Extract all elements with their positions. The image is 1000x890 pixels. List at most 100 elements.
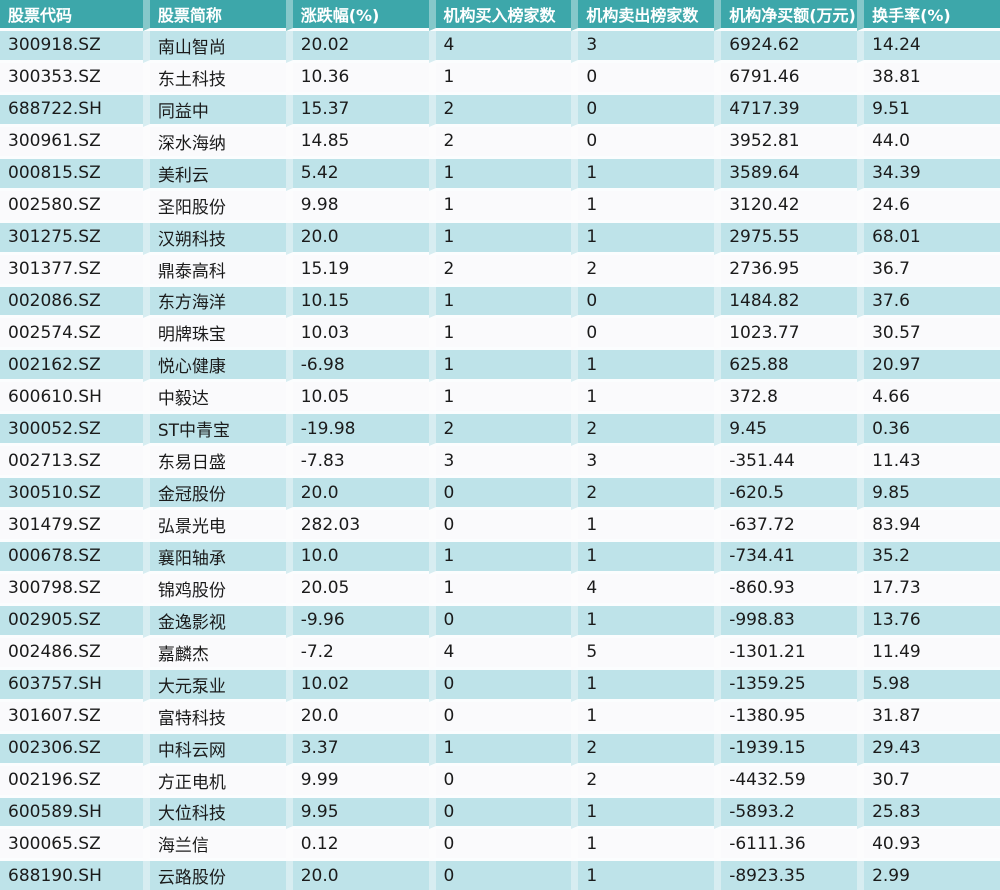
cell-sell-list-count: 1 xyxy=(571,222,715,255)
cell-stock-code: 688190.SH xyxy=(8,865,102,886)
cell-stock-name: 大元泵业 xyxy=(142,669,286,702)
cell-net-buy-amount: 4717.39 xyxy=(714,94,858,127)
cell-change-pct: 15.37 xyxy=(285,94,429,127)
cell-net-buy-amount: 3120.42 xyxy=(714,190,858,223)
cell-net-buy-amount: -998.83 xyxy=(714,605,858,638)
cell-buy-list-count: 2 xyxy=(428,414,572,447)
cell-sell-list-count: 2 xyxy=(571,765,715,798)
cell-turnover-rate: 29.43 xyxy=(857,733,1000,766)
cell-turnover-rate: 13.76 xyxy=(857,605,1000,638)
cell-buy-list-count: 1 xyxy=(428,286,572,319)
cell-buy-list-count: 1 xyxy=(428,382,572,415)
cell-turnover-rate: 0.36 xyxy=(857,414,1000,447)
cell-net-buy-amount: 625.88 xyxy=(714,350,858,383)
cell-turnover-rate: 31.87 xyxy=(857,701,1000,734)
cell-turnover-rate: 25.83 xyxy=(857,797,1000,830)
cell-buy-list-count: 0 xyxy=(428,605,572,638)
cell-buy-list-count: 0 xyxy=(428,829,572,862)
cell-buy-list-count: 1 xyxy=(428,733,572,766)
cell-sell-list-count: 3 xyxy=(571,446,715,479)
cell-turnover-rate: 36.7 xyxy=(857,254,1000,287)
cell-stock-code: 002574.SZ xyxy=(0,318,143,351)
cell-turnover-rate: 4.66 xyxy=(857,382,1000,415)
header-row: 股票代码 股票简称 涨跌幅(%) 机构买入榜家数 机构卖出榜家数 机构净买额(万… xyxy=(0,0,1000,31)
cell-stock-name: 汉朔科技 xyxy=(142,222,286,255)
table-row: 002574.SZ 明牌珠宝 10.03 1 0 1023.77 30.57 xyxy=(0,318,1000,351)
cell-net-buy-amount: 9.45 xyxy=(714,414,858,447)
cell-sell-list-count: 3 xyxy=(571,31,715,63)
cell-buy-list-count: 0 xyxy=(428,510,572,542)
cell-stock-code: 002580.SZ xyxy=(0,191,143,223)
cell-stock-code: 002086.SZ xyxy=(0,287,143,319)
cell-turnover-rate: 44.0 xyxy=(857,126,1000,159)
cell-stock-name: 金逸影视 xyxy=(142,605,286,638)
cell-stock-name: 明牌珠宝 xyxy=(142,318,286,351)
cell-stock-code: 688722.SH xyxy=(0,95,143,127)
cell-change-pct: 10.03 xyxy=(285,318,429,351)
cell-buy-list-count: 1 xyxy=(428,542,572,574)
table-row: 002162.SZ 悦心健康 -6.98 1 1 625.88 20.97 xyxy=(0,350,1000,383)
cell-change-pct: -7.83 xyxy=(285,446,429,479)
cell-stock-name: 东易日盛 xyxy=(142,446,286,479)
cell-change-pct: 9.95 xyxy=(285,797,429,830)
cell-stock-code: 300798.SZ xyxy=(0,574,143,606)
table-row: 300052.SZ ST中青宝 -19.98 2 2 9.45 0.36 xyxy=(0,414,1000,447)
cell-sell-list-count: 1 xyxy=(571,158,715,191)
table-row: 600589.SH 大位科技 9.95 0 1 -5893.2 25.83 xyxy=(0,797,1000,830)
cell-stock-name: 圣阳股份 xyxy=(142,190,286,223)
cell-buy-list-count: 0 xyxy=(428,797,572,830)
col-header-buy-list-count: 机构买入榜家数 xyxy=(428,0,572,31)
table-row: 002580.SZ 圣阳股份 9.98 1 1 3120.42 24.6 xyxy=(0,190,1000,223)
cell-net-buy-amount: -6111.36 xyxy=(714,829,858,862)
table-row: 301377.SZ 鼎泰高科 15.19 2 2 2736.95 36.7 xyxy=(0,254,1000,287)
cell-sell-list-count: 0 xyxy=(571,62,715,95)
cell-buy-list-count: 1 xyxy=(428,318,572,351)
cell-stock-code: 002162.SZ xyxy=(0,350,143,383)
cell-stock-code: 600589.SH xyxy=(0,798,143,830)
cell-buy-list-count: 3 xyxy=(428,446,572,479)
cell-net-buy-amount: -1359.25 xyxy=(714,669,858,702)
cell-change-pct: 10.05 xyxy=(285,382,429,415)
cell-stock-name: 鼎泰高科 xyxy=(142,254,286,287)
cell-net-buy-amount: 3589.64 xyxy=(714,158,858,191)
table-row: 300798.SZ 锦鸡股份 20.05 1 4 -860.93 17.73 xyxy=(0,573,1000,606)
cell-buy-list-count: 0 xyxy=(428,701,572,734)
cell-stock-code: 000815.SZ xyxy=(0,159,143,191)
cell-buy-list-count: 1 xyxy=(428,350,572,383)
table-row: 002486.SZ 嘉麟杰 -7.2 4 5 -1301.21 11.49 xyxy=(0,637,1000,670)
cell-net-buy-amount: -4432.59 xyxy=(714,765,858,798)
cell-stock-code: 301479.SZ xyxy=(0,510,143,542)
cell-stock-code: 300052.SZ xyxy=(0,414,143,447)
cell-turnover-rate: 9.51 xyxy=(857,94,1000,127)
cell-buy-list-count: 1 xyxy=(428,573,572,606)
cell-stock-code: 300353.SZ xyxy=(0,63,143,95)
cell-sell-list-count: 1 xyxy=(571,797,715,830)
cell-sell-list-count: 1 xyxy=(571,350,715,383)
cell-stock-name: 方正电机 xyxy=(142,765,286,798)
cell-net-buy-amount: -8923.35 xyxy=(714,861,857,890)
table-row: 300353.SZ 东土科技 10.36 1 0 6791.46 38.81 xyxy=(0,62,1000,95)
cell-sell-list-count: 1 xyxy=(571,190,715,223)
cell-sell-list-count: 1 xyxy=(571,669,715,702)
cell-change-pct: 10.0 xyxy=(285,542,429,574)
cell-stock-name: 襄阳轴承 xyxy=(142,542,286,574)
cell-stock-name: 深水海纳 xyxy=(142,126,286,159)
cell-net-buy-amount: -860.93 xyxy=(714,573,858,606)
col-header-change-pct: 涨跌幅(%) xyxy=(285,0,429,31)
cell-stock-code: 300510.SZ xyxy=(0,478,143,511)
cell-turnover-rate: 20.97 xyxy=(857,350,1000,383)
cell-net-buy-amount: -1301.21 xyxy=(714,637,858,670)
cell-buy-list-count: 4 xyxy=(428,637,572,670)
cell-sell-list-count: 2 xyxy=(571,478,715,511)
cell-sell-list-count: 2 xyxy=(571,414,715,447)
cell-sell-list-count: 1 xyxy=(571,701,715,734)
cell-change-pct: 20.0 xyxy=(285,701,429,734)
cell-stock-name: 南山智尚 xyxy=(142,31,286,63)
cell-turnover-rate: 40.93 xyxy=(857,829,1000,862)
cell-net-buy-amount: -637.72 xyxy=(714,510,858,542)
cell-change-pct: 20.02 xyxy=(285,31,429,63)
cell-change-pct: 3.37 xyxy=(285,733,429,766)
cell-net-buy-amount: -734.41 xyxy=(714,542,858,574)
cell-turnover-rate: 17.73 xyxy=(857,573,1000,606)
cell-change-pct: 20.0 xyxy=(285,861,429,890)
